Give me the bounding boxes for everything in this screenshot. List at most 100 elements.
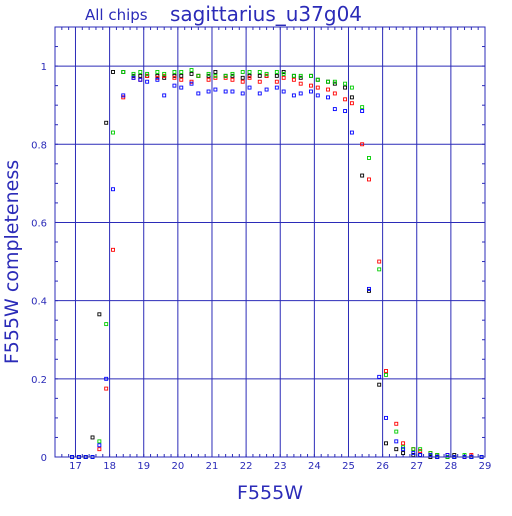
data-point	[343, 85, 348, 90]
data-point	[377, 374, 382, 379]
data-point	[291, 77, 296, 82]
data-point	[138, 70, 143, 74]
data-point	[377, 382, 382, 387]
data-point	[213, 70, 218, 74]
data-point	[428, 451, 433, 456]
data-point	[111, 187, 115, 192]
data-point	[97, 439, 102, 444]
data-point	[360, 109, 365, 113]
data-point	[264, 71, 269, 76]
x-tick-label: 28	[445, 461, 458, 472]
data-point	[367, 156, 371, 160]
data-point	[189, 71, 194, 76]
data-point	[349, 101, 354, 106]
chart-title: sagittarius_u37g04	[170, 2, 362, 26]
data-point	[131, 73, 136, 78]
data-point	[394, 447, 399, 452]
data-point	[121, 70, 126, 74]
data-point	[247, 75, 252, 80]
data-point	[257, 70, 262, 74]
y-tick-label: 0.2	[31, 375, 47, 386]
data-point	[111, 130, 115, 135]
data-point	[411, 447, 416, 452]
data-point	[326, 79, 330, 84]
data-point	[332, 81, 337, 86]
data-point	[213, 87, 218, 92]
data-point	[189, 79, 194, 84]
data-point	[104, 322, 109, 327]
data-point	[401, 451, 406, 456]
plot-frame	[54, 26, 486, 458]
x-tick-label: 26	[376, 461, 389, 472]
y-tick-label: 1	[41, 62, 47, 73]
x-tick-label: 20	[171, 461, 184, 472]
data-point	[257, 79, 262, 84]
data-point	[206, 71, 211, 76]
data-point	[309, 89, 313, 94]
data-point	[104, 120, 109, 125]
y-tick-label: 0.8	[31, 140, 47, 151]
data-point	[332, 79, 337, 84]
data-point	[223, 75, 228, 80]
data-point	[315, 85, 320, 90]
data-point	[145, 79, 150, 84]
data-point	[309, 73, 313, 78]
data-point	[121, 93, 126, 98]
data-point	[349, 85, 354, 90]
data-point	[367, 288, 371, 293]
data-point	[264, 87, 269, 92]
x-tick-label: 25	[342, 461, 355, 472]
data-point	[240, 70, 245, 74]
data-point	[367, 286, 371, 291]
data-point	[257, 73, 262, 78]
data-point	[274, 79, 279, 84]
data-point	[240, 91, 245, 96]
data-point	[309, 83, 313, 88]
data-point	[298, 91, 303, 96]
y-axis-label: F555W completeness	[1, 160, 23, 364]
data-point	[264, 73, 269, 78]
data-point	[104, 386, 109, 391]
data-point	[97, 443, 102, 448]
data-point	[230, 73, 235, 78]
data-point	[343, 109, 348, 113]
data-point	[411, 447, 416, 452]
data-point	[131, 71, 136, 76]
data-point	[131, 75, 136, 80]
data-point	[281, 89, 286, 94]
x-tick-label: 19	[137, 461, 150, 472]
data-point	[206, 89, 211, 94]
data-point	[384, 415, 388, 420]
data-point	[445, 453, 450, 457]
data-point	[401, 447, 406, 452]
data-point	[145, 73, 150, 78]
data-point	[418, 453, 423, 457]
data-point	[384, 372, 388, 377]
data-point	[196, 91, 201, 96]
data-point	[394, 421, 399, 426]
x-tick-label: 24	[308, 461, 321, 472]
data-point	[384, 441, 388, 446]
data-point	[97, 447, 102, 452]
data-point	[179, 85, 184, 90]
x-tick-labels: 17 18 19 20 21 22 23 24 25 26 27 28 29	[69, 461, 491, 472]
data-point	[274, 85, 279, 90]
data-point	[162, 71, 167, 76]
data-point	[298, 73, 303, 78]
data-point	[179, 77, 184, 82]
data-point	[257, 91, 262, 96]
data-point	[281, 70, 286, 74]
data-point	[223, 73, 228, 78]
data-point	[247, 70, 252, 74]
data-point	[138, 77, 143, 82]
data-point	[281, 71, 286, 76]
data-point	[206, 73, 211, 78]
data-point	[179, 70, 184, 74]
data-point	[377, 267, 382, 272]
data-point	[155, 70, 160, 74]
data-point	[155, 73, 160, 78]
data-point	[418, 453, 423, 457]
data-point	[298, 81, 303, 86]
data-point	[230, 77, 235, 82]
